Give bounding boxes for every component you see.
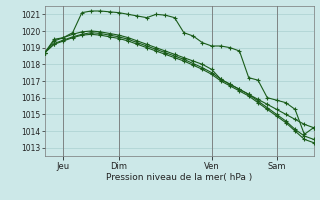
X-axis label: Pression niveau de la mer( hPa ): Pression niveau de la mer( hPa )	[106, 173, 252, 182]
